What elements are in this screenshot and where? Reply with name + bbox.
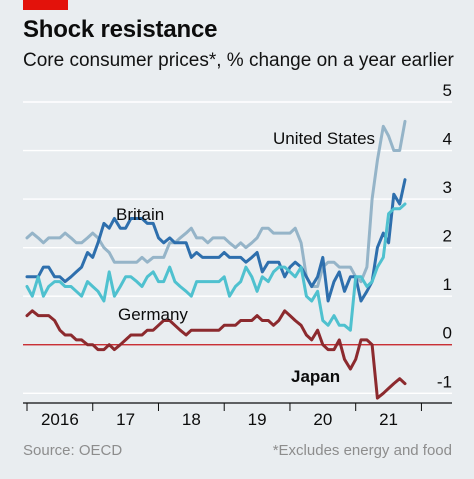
- y-axis-labels: 5 4 3 2 1 0 -1: [437, 81, 452, 391]
- y-tick-label: 2: [443, 227, 452, 246]
- series-line-germany: [25, 202, 407, 332]
- chart-title: Shock resistance: [23, 16, 218, 43]
- series-line-united-states: [25, 119, 407, 288]
- chart-subtitle: Core consumer prices*, % change on a yea…: [23, 50, 454, 71]
- x-tick-label: 2016: [41, 410, 79, 429]
- series-line-britain: [25, 178, 407, 303]
- series-label-germany: Germany: [118, 305, 188, 324]
- series-labels: United States Britain Germany Japan: [116, 129, 375, 386]
- series-label-japan: Japan: [291, 367, 340, 386]
- brand-red-tag: [23, 0, 68, 10]
- footnote: *Excludes energy and food: [272, 442, 452, 459]
- x-tick-label: 17: [116, 410, 135, 429]
- x-tick-label: 20: [313, 410, 332, 429]
- series-line-japan: [25, 309, 407, 400]
- y-tick-label: 0: [443, 324, 452, 343]
- y-tick-label: 5: [443, 81, 452, 100]
- y-tick-label: -1: [437, 372, 452, 391]
- x-tick-label: 21: [379, 410, 398, 429]
- x-tick-label: 19: [248, 410, 267, 429]
- x-axis-ticks: [23, 402, 452, 411]
- x-axis-labels: 2016 17 18 19 20 21: [41, 410, 398, 429]
- series-lines: [25, 119, 407, 400]
- x-tick-label: 18: [182, 410, 201, 429]
- series-label-britain: Britain: [116, 205, 164, 224]
- source-note: Source: OECD: [23, 442, 123, 459]
- y-tick-label: 3: [443, 178, 452, 197]
- series-label-united-states: United States: [273, 129, 375, 148]
- y-tick-label: 4: [443, 130, 452, 149]
- y-tick-label: 1: [443, 275, 452, 294]
